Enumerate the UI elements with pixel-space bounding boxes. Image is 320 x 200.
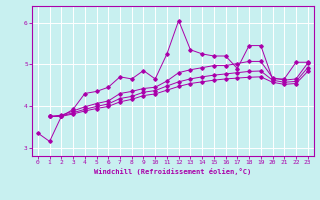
- X-axis label: Windchill (Refroidissement éolien,°C): Windchill (Refroidissement éolien,°C): [94, 168, 252, 175]
